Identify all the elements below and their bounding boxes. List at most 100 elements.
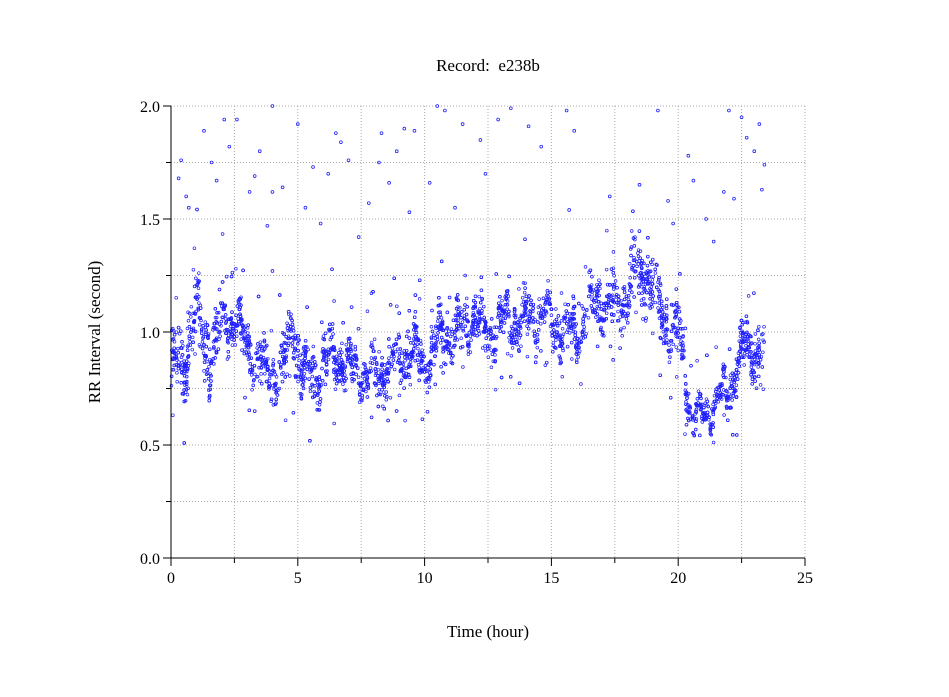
data-point xyxy=(376,374,380,378)
data-point xyxy=(244,350,249,355)
data-point xyxy=(341,361,345,365)
data-point xyxy=(289,312,293,317)
data-point xyxy=(322,337,327,342)
data-point xyxy=(497,305,501,310)
data-point xyxy=(413,358,418,363)
data-point xyxy=(562,316,567,321)
data-point xyxy=(756,345,760,349)
data-point xyxy=(352,353,357,357)
data-point xyxy=(296,338,300,343)
data-point-outlier xyxy=(656,108,660,113)
data-point xyxy=(595,292,599,297)
data-point xyxy=(300,361,304,366)
data-point xyxy=(512,310,517,314)
data-point xyxy=(657,295,661,299)
data-point xyxy=(290,341,295,345)
data-point xyxy=(633,269,637,274)
data-point xyxy=(684,422,689,427)
data-point xyxy=(213,315,218,320)
data-point xyxy=(297,358,301,363)
data-point xyxy=(428,359,433,363)
data-point xyxy=(620,303,625,307)
data-point xyxy=(372,357,377,361)
data-point xyxy=(305,367,309,372)
data-point xyxy=(665,297,669,301)
data-point xyxy=(310,361,315,366)
data-point xyxy=(286,343,290,348)
data-point xyxy=(237,307,242,312)
data-point xyxy=(684,400,688,404)
data-point xyxy=(591,310,595,315)
data-point xyxy=(417,378,421,383)
data-point xyxy=(323,331,328,335)
data-point xyxy=(518,333,523,338)
data-point xyxy=(320,379,325,383)
data-point xyxy=(576,337,580,341)
data-point xyxy=(379,371,383,376)
data-point xyxy=(512,313,517,318)
data-point xyxy=(374,361,379,365)
data-point xyxy=(519,344,523,348)
data-point xyxy=(215,321,220,325)
data-point xyxy=(745,320,750,325)
data-point xyxy=(238,312,242,317)
data-point xyxy=(490,336,494,340)
data-point xyxy=(431,347,435,352)
data-point xyxy=(255,374,260,379)
data-point xyxy=(329,335,334,340)
data-point xyxy=(312,365,317,370)
data-point xyxy=(756,365,760,369)
data-point xyxy=(172,339,177,344)
data-point xyxy=(326,357,331,362)
data-point xyxy=(684,382,688,386)
data-point xyxy=(247,408,252,413)
data-point xyxy=(681,335,685,339)
data-point xyxy=(469,328,473,333)
data-point xyxy=(199,327,204,331)
data-point xyxy=(702,417,706,422)
data-point xyxy=(455,293,460,297)
data-point-outlier xyxy=(711,239,716,244)
data-point xyxy=(528,310,533,314)
data-point xyxy=(246,331,250,335)
data-point-outlier xyxy=(752,149,757,154)
data-point xyxy=(621,314,625,319)
data-point xyxy=(523,286,527,290)
data-point xyxy=(441,349,445,354)
data-point xyxy=(308,361,312,366)
data-point xyxy=(533,360,538,365)
x-tick-label: 0 xyxy=(167,570,175,587)
data-point xyxy=(279,343,284,347)
data-point xyxy=(489,365,494,370)
data-point xyxy=(520,295,525,300)
data-point xyxy=(604,267,609,272)
data-point xyxy=(575,350,579,354)
data-point xyxy=(398,368,403,372)
data-point xyxy=(735,377,740,381)
data-point xyxy=(677,317,682,321)
data-point xyxy=(571,329,576,334)
data-point xyxy=(741,355,746,359)
data-point xyxy=(457,313,462,317)
data-point xyxy=(493,359,497,364)
data-point xyxy=(358,384,363,389)
data-point xyxy=(613,279,618,283)
data-point-outlier xyxy=(394,149,399,154)
data-point xyxy=(732,378,737,383)
data-point xyxy=(415,353,420,357)
data-point-outlier xyxy=(671,221,675,226)
data-point xyxy=(740,330,745,335)
data-point xyxy=(758,383,763,387)
data-point-outlier xyxy=(478,138,483,142)
data-point xyxy=(735,433,739,437)
data-point xyxy=(305,305,309,309)
data-point xyxy=(653,300,658,305)
data-point xyxy=(237,302,242,307)
data-point xyxy=(459,322,463,327)
data-point xyxy=(590,292,594,297)
data-point xyxy=(242,336,247,341)
data-point xyxy=(583,334,588,339)
data-point xyxy=(238,331,243,335)
data-point xyxy=(730,377,735,382)
data-point xyxy=(281,371,285,375)
